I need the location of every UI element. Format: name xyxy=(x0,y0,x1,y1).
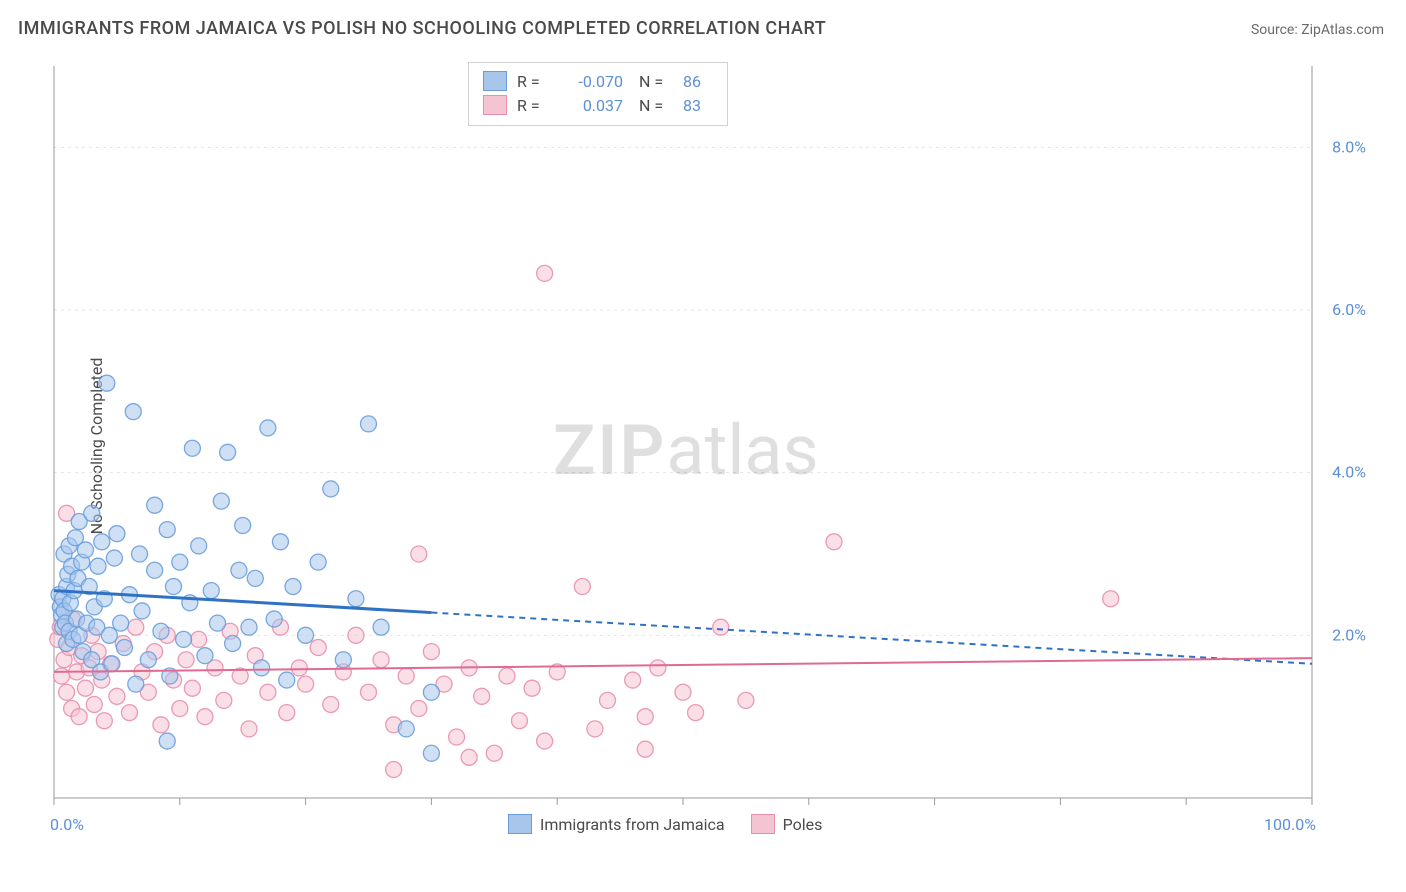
series-name-jamaica: Immigrants from Jamaica xyxy=(540,815,725,834)
series-name-poles: Poles xyxy=(783,815,823,834)
n-label: N = xyxy=(639,72,673,91)
series-swatch-poles xyxy=(751,814,775,834)
series-legend-item-jamaica: Immigrants from Jamaica xyxy=(508,814,725,834)
svg-text:4.0%: 4.0% xyxy=(1332,463,1366,482)
r-label: R = xyxy=(517,96,551,115)
n-value-poles: 83 xyxy=(683,96,713,115)
series-legend-item-poles: Poles xyxy=(751,814,823,834)
r-value-poles: 0.037 xyxy=(561,96,623,115)
chart-plot-area: 2.0%4.0%6.0%8.0% ZIPatlas R = -0.070 N =… xyxy=(48,60,1378,830)
series-legend: Immigrants from Jamaica Poles xyxy=(508,814,822,834)
n-label: N = xyxy=(639,96,673,115)
svg-text:6.0%: 6.0% xyxy=(1332,300,1366,319)
series-swatch-jamaica xyxy=(508,814,532,834)
chart-svg: 2.0% 4.0% 6.0% 8.0% xyxy=(48,60,1378,830)
legend-swatch-jamaica xyxy=(483,71,507,91)
stats-legend-box: R = -0.070 N = 86 R = 0.037 N = 83 xyxy=(468,62,728,126)
x-tick-label-max: 100.0% xyxy=(1264,815,1316,834)
svg-text:2.0%: 2.0% xyxy=(1332,625,1366,644)
source-attribution: Source: ZipAtlas.com xyxy=(1251,22,1384,38)
legend-swatch-poles xyxy=(483,95,507,115)
n-value-jamaica: 86 xyxy=(683,72,713,91)
stats-legend-row-2: R = 0.037 N = 83 xyxy=(483,93,713,117)
svg-text:8.0%: 8.0% xyxy=(1332,137,1366,156)
r-label: R = xyxy=(517,72,551,91)
source-value: ZipAtlas.com xyxy=(1301,22,1384,38)
source-label: Source: xyxy=(1251,22,1301,38)
stats-legend-row-1: R = -0.070 N = 86 xyxy=(483,69,713,93)
r-value-jamaica: -0.070 xyxy=(561,72,623,91)
x-tick-label-min: 0.0% xyxy=(50,815,84,834)
chart-title: IMMIGRANTS FROM JAMAICA VS POLISH NO SCH… xyxy=(18,18,826,39)
